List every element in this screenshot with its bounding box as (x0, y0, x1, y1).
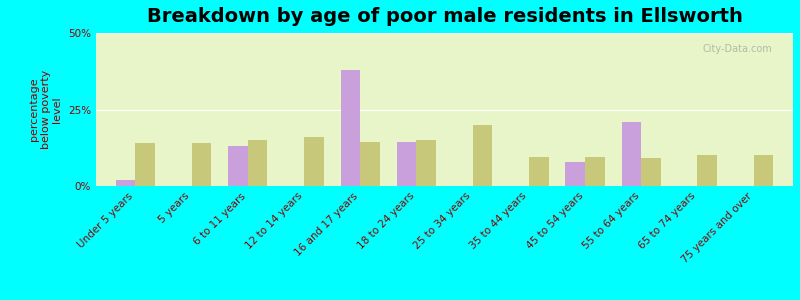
Bar (228, 146, 248, 186)
Bar (585, 157, 605, 186)
Bar (642, 158, 661, 186)
Bar (360, 142, 380, 186)
Bar (116, 180, 135, 186)
Bar (191, 143, 211, 186)
Bar (135, 143, 155, 186)
Bar (417, 140, 436, 186)
Y-axis label: percentage
below poverty
level: percentage below poverty level (30, 70, 62, 149)
Bar (754, 155, 774, 186)
Bar (473, 125, 492, 186)
Bar (529, 157, 549, 186)
Bar (698, 155, 717, 186)
Bar (304, 137, 324, 186)
Bar (566, 161, 585, 186)
Bar (397, 142, 417, 186)
Bar (248, 140, 267, 186)
Title: Breakdown by age of poor male residents in Ellsworth: Breakdown by age of poor male residents … (146, 7, 742, 26)
Bar (341, 70, 360, 186)
Text: City-Data.com: City-Data.com (702, 44, 772, 54)
Bar (622, 122, 642, 186)
